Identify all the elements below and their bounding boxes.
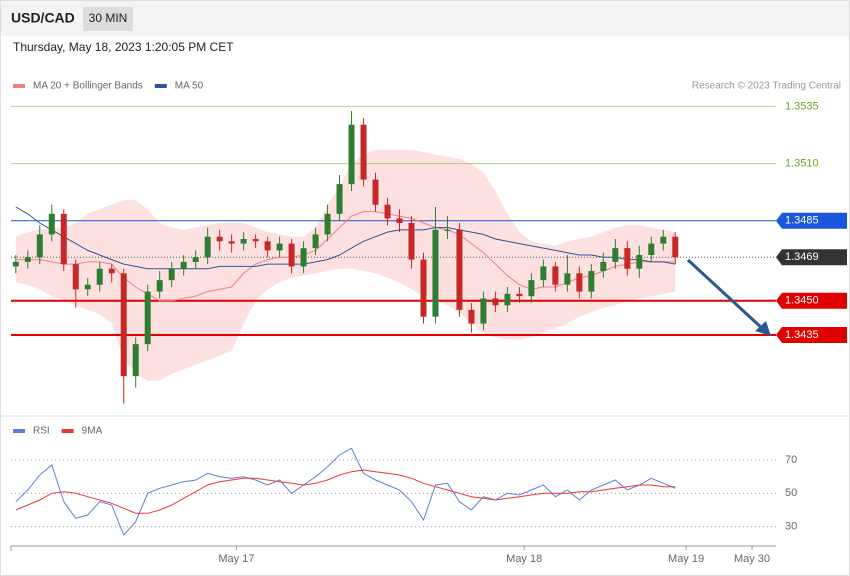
candle-body: [444, 229, 451, 231]
x-tick-label: May 19: [668, 553, 704, 565]
candle-body: [432, 229, 439, 317]
x-tick-label: May 30: [734, 553, 770, 565]
candle-body: [288, 243, 295, 267]
candle-body: [264, 241, 271, 251]
candle-body: [276, 243, 283, 251]
y-tick-label: 50: [785, 487, 797, 499]
credit: Research © 2023 Trading Central: [692, 81, 841, 92]
candle-body: [468, 309, 475, 324]
candle-body: [144, 291, 151, 345]
legend-swatch: [154, 84, 167, 88]
candle-body: [480, 298, 487, 324]
candle-body: [420, 259, 427, 317]
level-label: 1.3450: [785, 295, 819, 307]
candle-body: [336, 184, 343, 214]
candle-body: [600, 261, 607, 271]
level-label: 1.3510: [785, 157, 819, 169]
level-label: 1.3435: [785, 329, 819, 341]
candle-body: [516, 293, 523, 297]
candle-body: [624, 248, 631, 269]
bollinger-band: [15, 149, 676, 381]
level-tag: [776, 292, 847, 309]
level-tag: [776, 212, 847, 229]
level-tag: [776, 327, 847, 343]
level-label: 1.3469: [785, 251, 819, 263]
forecast-arrow: [686, 258, 766, 332]
candle-body: [564, 273, 571, 285]
legend-label: 9MA: [82, 426, 103, 437]
plot-layer: 1.3535 1.3510 1.3485 1.3469 1.3450 1.3435 May …: [10, 81, 847, 565]
interval[interactable]: 30 MIN: [89, 11, 128, 25]
legend-label: MA 20 + Bollinger Bands: [33, 81, 143, 92]
candle-body: [60, 213, 67, 265]
level-label: 1.3485: [785, 215, 819, 227]
candle-body: [252, 239, 259, 242]
candle-body: [384, 204, 391, 219]
candle-body: [12, 261, 19, 267]
x-tick-label: May 17: [218, 553, 254, 565]
candle-body: [120, 273, 127, 377]
candle-body: [360, 124, 367, 180]
legend-swatch: [13, 84, 25, 88]
candle-body: [24, 257, 31, 262]
candle-body: [528, 280, 535, 297]
candle-body: [348, 124, 355, 185]
candle-body: [396, 218, 403, 223]
candle-body: [612, 248, 619, 262]
candle-body: [672, 236, 679, 258]
y-tick-label: 70: [785, 454, 797, 466]
candle-body: [192, 257, 199, 262]
candle-body: [240, 239, 247, 244]
candle-body: [132, 344, 139, 377]
header-bar: [1, 1, 849, 36]
candle-body: [660, 236, 667, 244]
indicator-line: [15, 447, 676, 536]
candle-body: [156, 280, 163, 292]
candle-body: [492, 298, 499, 306]
candle-body: [96, 268, 103, 285]
candle-body: [540, 266, 547, 281]
candle-body: [648, 243, 655, 255]
candle-body: [324, 213, 331, 235]
legend-label: RSI: [33, 426, 50, 437]
ma-line: [15, 206, 676, 270]
candle-body: [216, 236, 223, 242]
candle-body: [504, 293, 511, 306]
candle-body: [312, 234, 319, 249]
candle-body: [180, 261, 187, 269]
candle-body: [552, 266, 559, 285]
legend-label: MA 50: [175, 81, 204, 92]
candle-body: [588, 271, 595, 292]
candle-body: [36, 234, 43, 258]
candle-body: [108, 268, 115, 274]
candle-body: [204, 236, 211, 258]
candle-body: [72, 264, 79, 290]
y-tick-label: 30: [785, 521, 797, 533]
interval-box[interactable]: [83, 7, 133, 31]
candle-body: [636, 255, 643, 269]
candle-body: [372, 179, 379, 205]
candle-body: [300, 248, 307, 267]
forecast-arrowhead: [755, 321, 771, 336]
x-tick-label: May 18: [506, 553, 542, 565]
level-label: 1.3535: [785, 100, 819, 112]
legend-swatch: [61, 429, 74, 433]
symbol: USD/CAD: [11, 10, 75, 26]
candle-body: [168, 268, 175, 281]
candle-body: [48, 213, 55, 235]
candle-body: [456, 229, 463, 310]
candle-body: [408, 223, 415, 260]
indicator-line: [15, 469, 676, 514]
candle-body: [228, 241, 235, 244]
legend-swatch: [13, 429, 25, 433]
candle-body: [84, 284, 91, 290]
candle-body: [576, 273, 583, 292]
level-tag: [776, 249, 847, 266]
timestamp: Thursday, May 18, 2023 1:20:05 PM CET: [13, 40, 234, 54]
